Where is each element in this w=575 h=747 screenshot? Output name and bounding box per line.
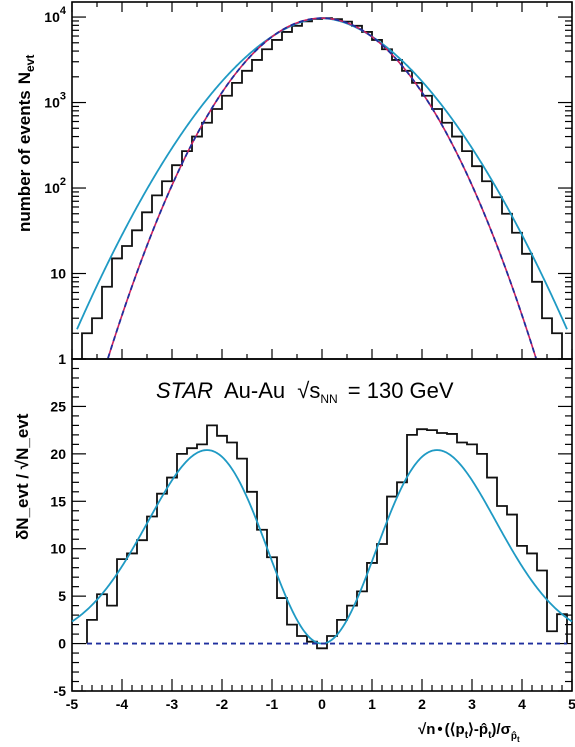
- xtitle-phat: p̂: [479, 721, 488, 738]
- xtitle-subsub: t: [517, 735, 520, 744]
- bottom-y-axis-title: δN_evt / √N_evt: [13, 413, 32, 540]
- xtitle-close: ⟩-: [468, 721, 479, 738]
- bottom-x-axis-title: √n • (⟨pt⟩-p̂t)/σp̂t: [418, 721, 520, 744]
- top-y-axis-title-text: number of events: [15, 90, 34, 232]
- x-tick-label: 5: [568, 696, 575, 712]
- top-y-ticks: [71, 2, 573, 360]
- system-label: Au-Au: [224, 378, 285, 403]
- x-tick-label: -5: [66, 696, 79, 712]
- bottom-histogram-steps: [86, 424, 568, 650]
- xtitle-end: )/: [491, 721, 501, 738]
- energy-label: = 130 GeV: [348, 378, 454, 403]
- top-curves: [76, 17, 568, 359]
- xtitle-sub: p̂: [511, 731, 517, 742]
- xtitle-t2: t: [488, 730, 492, 741]
- top-y-tick-label: 10: [50, 266, 66, 282]
- top-y-tick-label: 1: [58, 351, 66, 367]
- bottom-curves: [71, 449, 573, 645]
- top-y-axis-title-symbol: N: [15, 72, 34, 84]
- x-tick-label: 2: [418, 696, 426, 712]
- xtitle-t: t: [465, 730, 469, 741]
- top-panel: 1 10 102 103 104 number of events Nevt: [15, 1, 573, 367]
- bottom-y-tick-label: 0: [58, 636, 66, 652]
- bottom-y-tick-label: -5: [54, 683, 67, 699]
- top-panel-frame: [71, 1, 573, 360]
- bottom-y-tick-labels: -5 0 5 10 15 20 25: [50, 398, 66, 699]
- xtitle-n: n: [426, 721, 435, 738]
- top-y-tick-label: 103: [44, 91, 66, 111]
- top-gaussian-dashed-curve: [107, 17, 537, 359]
- star-label: STAR: [156, 378, 213, 403]
- x-tick-label: -4: [116, 696, 129, 712]
- top-y-tick-labels: 1 10 102 103 104: [44, 5, 67, 367]
- top-y-axis-title-sub: evt: [23, 55, 37, 72]
- bottom-y-tick-label: 15: [50, 493, 66, 509]
- bottom-y-tick-label: 20: [50, 446, 66, 462]
- top-y-tick-label: 104: [44, 5, 67, 25]
- bottom-histogram: [86, 424, 568, 650]
- sqrt-symbol: √: [297, 378, 310, 403]
- s-symbol: s: [309, 378, 320, 403]
- bottom-panel: -5 0 5 10 15 20 25 -5 -4 -3 -2 -1 0 1 2 3 4 5 STAR Au-Au…: [13, 358, 575, 744]
- top-fit-curve: [76, 17, 568, 330]
- x-tick-label: 3: [468, 696, 476, 712]
- top-y-axis-title: number of events Nevt: [15, 55, 37, 232]
- top-histogram: [81, 17, 563, 359]
- bottom-y-tick-label: 5: [58, 588, 66, 604]
- nn-subscript: NN: [320, 392, 337, 406]
- xtitle-p: p: [456, 721, 465, 738]
- x-tick-label: 1: [368, 696, 376, 712]
- top-gaussian-curve: [107, 17, 537, 359]
- xtitle-sigma: σ: [501, 721, 511, 738]
- top-histogram-steps: [81, 17, 563, 359]
- bottom-y-tick-label: 25: [50, 398, 66, 414]
- bottom-ticks: [71, 358, 573, 692]
- x-tick-labels: -5 -4 -3 -2 -1 0 1 2 3 4 5: [66, 696, 575, 712]
- x-tick-label: 0: [318, 696, 326, 712]
- x-tick-label: -3: [166, 696, 179, 712]
- bottom-y-tick-label: 10: [50, 541, 66, 557]
- x-tick-label: -1: [266, 696, 279, 712]
- bottom-y-axis-title-text: δN_evt / √N_evt: [13, 413, 32, 540]
- top-y-tick-label: 102: [44, 176, 66, 196]
- star-annotation: STAR Au-Au √sNN = 130 GeV: [156, 378, 454, 408]
- xtitle-sqrt: √: [418, 721, 427, 738]
- x-tick-label: -2: [216, 696, 229, 712]
- xtitle-open: (⟨: [445, 721, 456, 738]
- xtitle-dot: •: [437, 721, 442, 738]
- x-tick-label: 4: [518, 696, 526, 712]
